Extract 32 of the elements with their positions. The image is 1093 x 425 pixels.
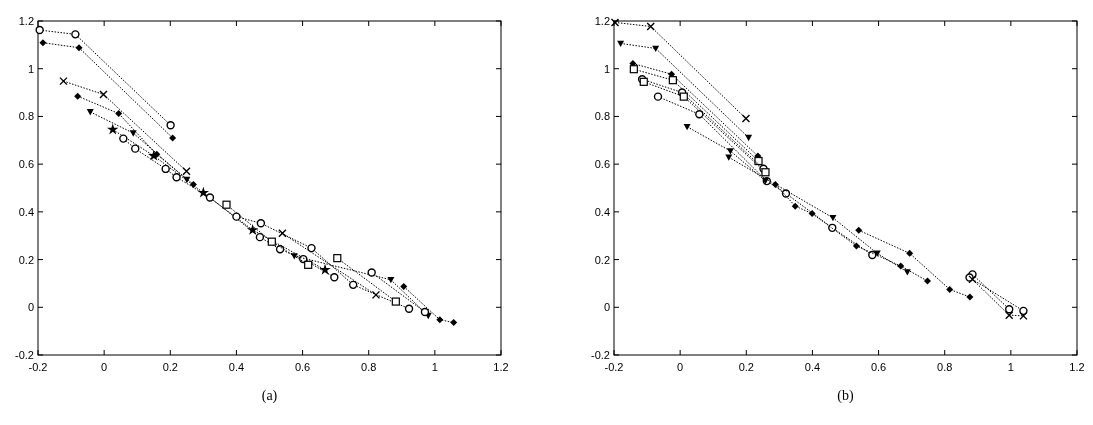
y-tick-label: -0.2 (591, 349, 610, 361)
y-tick-label: 0.6 (594, 158, 610, 171)
text: (a) (261, 388, 278, 404)
x-tick-label: 1.2 (1069, 361, 1085, 373)
text: (b) (837, 388, 854, 404)
y-tick-label: 1.2 (18, 15, 34, 27)
x-tick-label: 0.8 (937, 361, 953, 373)
y-tick-label: 0 (603, 301, 610, 314)
y-tick-label: 1.2 (594, 15, 610, 27)
y-tick-label: 0.4 (18, 205, 34, 218)
y-tick-label: 0 (27, 301, 34, 314)
x-tick-label: 0.4 (804, 361, 821, 373)
y-tick-label: 0.4 (594, 205, 610, 218)
y-tick-label: 0.8 (594, 110, 610, 123)
x-tick-label: 0.2 (738, 361, 754, 373)
x-tick-label: 0.6 (294, 361, 311, 373)
y-tick-label: 1 (27, 62, 34, 75)
x-tick-label: 1 (1007, 361, 1014, 373)
x-tick-label: 0.4 (228, 361, 245, 373)
x-tick-label: 0.2 (162, 361, 178, 373)
y-tick-label: -0.2 (15, 349, 34, 361)
x-tick-label: 0 (101, 361, 108, 373)
x-tick-label: 0 (677, 361, 684, 373)
x-tick-label: 1 (431, 361, 438, 373)
y-tick-label: 0.2 (594, 253, 610, 266)
y-tick-label: 0.6 (18, 158, 34, 171)
y-tick-label: 0.2 (18, 253, 34, 266)
y-tick-label: 0.8 (18, 110, 34, 123)
y-tick-label: 1 (603, 62, 610, 75)
x-tick-label: 0.6 (870, 361, 887, 373)
x-tick-label: 0.8 (361, 361, 377, 373)
x-tick-label: 1.2 (493, 361, 509, 373)
